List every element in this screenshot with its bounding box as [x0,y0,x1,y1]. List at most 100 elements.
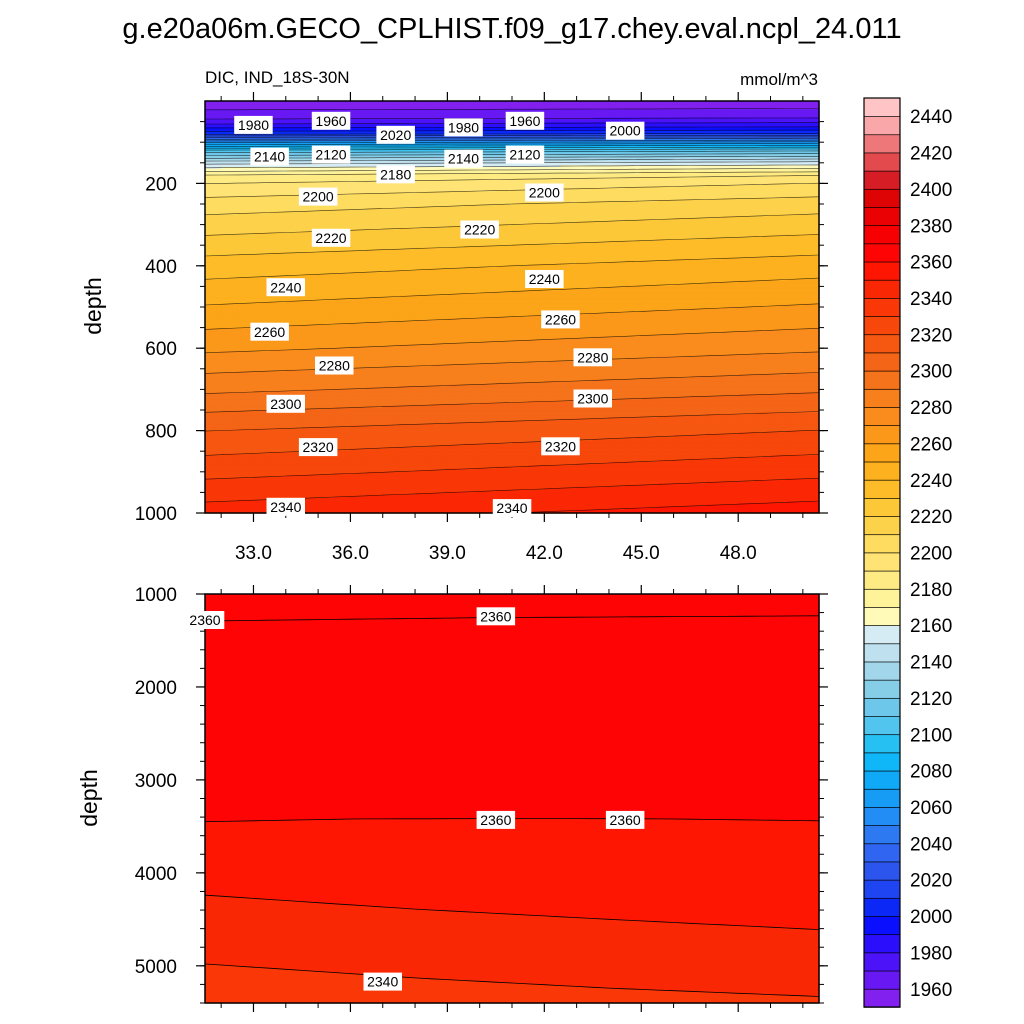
upper-fill-cell [431,259,448,262]
upper-fill-cell [447,339,465,343]
upper-fill-cell [382,163,400,166]
upper-fill-cell [512,173,529,176]
upper-fill-cell [301,460,319,463]
upper-fill-cell [350,189,368,193]
upper-fill-cell [366,209,384,213]
upper-fill-cell [463,140,481,143]
upper-fill-cell [269,193,287,196]
upper-fill-cell [253,503,271,506]
upper-fill-cell [350,257,368,260]
upper-fill-cell [447,293,465,297]
upper-fill-cell [415,344,432,348]
upper-fill-cell [463,311,481,315]
upper-fill-cell [269,219,287,222]
upper-fill-cell [512,255,529,259]
upper-fill-cell [269,437,287,440]
upper-fill-cell [382,262,400,265]
upper-fill-cell [237,338,255,341]
upper-fill-cell [382,409,400,412]
upper-fill-cell [318,321,335,325]
upper-fill-cell [334,376,352,379]
upper-fill-cell [301,367,319,371]
upper-fill-cell [447,409,465,412]
upper-fill-cell [382,328,400,331]
upper-fill-cell [479,158,497,161]
upper-fill-cell [447,237,465,241]
upper-fill-cell [318,211,335,214]
upper-fill-cell [431,158,448,161]
upper-fill-cell [447,377,465,381]
upper-fill-cell [253,442,271,445]
upper-fill-cell [512,270,529,273]
upper-fill-cell [431,305,448,308]
upper-fill-cell [415,165,432,168]
upper-fill-cell [512,142,529,145]
upper-fill-cell [495,218,513,221]
upper-fill-cell [398,109,416,112]
upper-fill-cell [301,239,319,242]
upper-fill-cell [495,219,513,222]
upper-fill-cell [205,491,222,494]
upper-fill-cell [495,395,513,399]
upper-fill-cell [415,358,432,361]
upper-fill-cell [237,307,255,310]
upper-fill-cell [350,450,368,453]
upper-fill-cell [221,377,238,381]
upper-fill-cell [334,275,352,278]
upper-fill-cell [398,110,416,114]
upper-fill-cell [366,298,384,302]
upper-fill-cell [253,428,271,432]
upper-fill-cell [237,402,255,405]
upper-fill-cell [382,455,400,458]
upper-fill-cell [221,180,238,183]
upper-fill-cell [253,465,271,468]
upper-fill-cell [495,461,513,465]
upper-fill-cell [415,196,432,199]
upper-fill-cell [431,173,448,176]
upper-fill-cell [237,206,255,209]
upper-fill-cell [253,450,271,453]
upper-fill-cell [253,274,271,277]
upper-fill-cell [382,372,400,376]
upper-fill-cell [269,377,287,381]
upper-fill-cell [318,386,335,389]
upper-fill-cell [334,328,352,331]
upper-fill-cell [205,473,222,476]
upper-fill-cell [512,364,529,367]
upper-fill-cell [495,237,513,241]
upper-fill-cell [495,255,513,259]
upper-fill-cell [334,348,352,351]
upper-fill-cell [334,326,352,330]
upper-fill-cell [463,143,481,147]
upper-fill-cell [237,165,255,168]
upper-fill-cell [350,278,368,282]
upper-fill-cell [366,316,384,320]
upper-fill-cell [301,354,319,358]
upper-fill-cell [301,509,319,512]
upper-fill-cell [253,285,271,288]
upper-fill-cell [269,442,287,445]
upper-fill-cell [269,339,287,343]
upper-fill-cell [431,395,448,399]
upper-fill-cell [237,478,255,481]
upper-fill-cell [237,371,255,374]
upper-fill-cell [479,206,497,209]
upper-fill-cell [253,232,271,236]
upper-fill-cell [415,484,432,488]
upper-fill-cell [398,458,416,461]
upper-fill-cell [269,127,287,130]
upper-fill-cell [512,442,529,445]
upper-fill-cell [253,224,271,227]
upper-fill-cell [431,171,448,175]
upper-fill-cell [512,328,529,331]
upper-fill-cell [463,433,481,437]
upper-fill-cell [334,143,352,147]
upper-fill-cell [334,280,352,283]
upper-fill-cell [301,496,319,499]
upper-fill-cell [479,381,497,384]
upper-fill-cell [221,232,238,236]
upper-fill-cell [431,194,448,198]
upper-fill-cell [301,394,319,397]
upper-fill-cell [415,222,432,226]
upper-fill-cell [479,468,497,471]
